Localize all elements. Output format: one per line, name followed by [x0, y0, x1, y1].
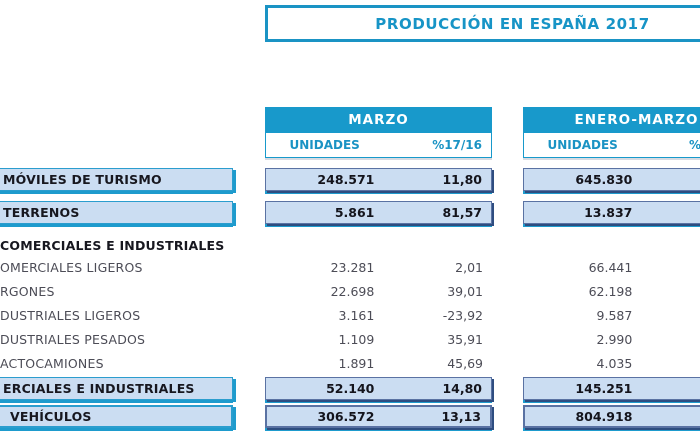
- enero-data-cell: 645.830: [523, 168, 700, 191]
- enero-units-value: 9.587: [596, 307, 633, 323]
- marzo-data-cell: 23.281 2,01: [265, 255, 492, 279]
- column-header-enero-marzo-label: ENERO-MARZO: [574, 111, 699, 128]
- row-label: RGONES: [0, 283, 55, 299]
- marzo-units-value: 5.861: [334, 205, 375, 220]
- row-label: MÓVILES DE TURISMO: [3, 172, 162, 187]
- marzo-pct-value: 35,91: [447, 331, 483, 347]
- marzo-data-cell: 1.891 45,69: [265, 351, 492, 375]
- report-title: PRODUCCIÓN EN ESPAÑA 2017: [375, 14, 650, 33]
- enero-units-value: 804.918: [575, 409, 633, 424]
- marzo-data-cell: 306.572 13,13: [265, 405, 492, 428]
- row-label: TERRENOS: [3, 205, 80, 220]
- row-label: OMERCIALES LIGEROS: [0, 259, 143, 275]
- row-label: DUSTRIALES PESADOS: [0, 331, 146, 347]
- enero-data-cell: 13.837: [523, 201, 700, 224]
- enero-data-cell: 804.918: [523, 405, 700, 428]
- subheader-marzo-units: UNIDADES: [289, 138, 360, 152]
- marzo-pct-value: 39,01: [447, 283, 483, 299]
- marzo-units-value: 52.140: [326, 381, 375, 396]
- table-row-tractocamiones: ACTOCAMIONES 1.891 45,69 4.035: [0, 351, 700, 375]
- subheader-enero-marzo: UNIDADES %: [523, 132, 700, 158]
- marzo-units-value: 3.161: [338, 307, 375, 323]
- marzo-data-cell: 3.161 -23,92: [265, 303, 492, 327]
- marzo-pct-value: 2,01: [455, 259, 483, 275]
- table-row-furgones: RGONES 22.698 39,01 62.198: [0, 279, 700, 303]
- section-header-label: COMERCIALES E INDUSTRIALES: [0, 237, 225, 253]
- enero-units-value: 645.830: [575, 172, 633, 187]
- table-row-industriales-ligeros: DUSTRIALES LIGEROS 3.161 -23,92 9.587: [0, 303, 700, 327]
- marzo-data-cell: 22.698 39,01: [265, 279, 492, 303]
- enero-units-value: 13.837: [584, 205, 633, 220]
- table-row-total-comerciales: ERCIALES E INDUSTRIALES 52.140 14,80 145…: [0, 377, 700, 400]
- marzo-units-value: 248.571: [317, 172, 375, 187]
- enero-units-value: 66.441: [588, 259, 633, 275]
- row-label: ERCIALES E INDUSTRIALES: [3, 381, 195, 396]
- marzo-units-value: 306.572: [317, 409, 375, 424]
- enero-data-cell: 4.035: [523, 351, 700, 375]
- marzo-pct-value: 13,13: [441, 409, 481, 424]
- marzo-data-cell: 5.861 81,57: [265, 201, 492, 224]
- row-label: ACTOCAMIONES: [0, 355, 104, 371]
- row-label: DUSTRIALES LIGEROS: [0, 307, 141, 323]
- enero-data-cell: 66.441: [523, 255, 700, 279]
- enero-units-value: 4.035: [596, 355, 633, 371]
- marzo-pct-value: 45,69: [447, 355, 483, 371]
- subheader-enero-units: UNIDADES: [547, 138, 618, 152]
- subheader-enero-pct-partial: %: [689, 138, 700, 152]
- table-row-terrenos: TERRENOS 5.861 81,57 13.837: [0, 201, 700, 224]
- marzo-data-cell: 248.571 11,80: [265, 168, 492, 191]
- marzo-data-cell: 1.109 35,91: [265, 327, 492, 351]
- marzo-data-cell: 52.140 14,80: [265, 377, 492, 400]
- marzo-units-value: 22.698: [330, 283, 375, 299]
- enero-units-value: 145.251: [575, 381, 633, 396]
- enero-data-cell: 2.990: [523, 327, 700, 351]
- marzo-pct-value: 14,80: [442, 381, 482, 396]
- subheader-marzo-pct: %17/16: [432, 138, 482, 152]
- marzo-units-value: 1.109: [338, 331, 375, 347]
- table-row-comerciales-ligeros: OMERCIALES LIGEROS 23.281 2,01 66.441: [0, 255, 700, 279]
- enero-data-cell: 9.587: [523, 303, 700, 327]
- row-label-box: TERRENOS: [0, 201, 233, 224]
- row-label-box: ERCIALES E INDUSTRIALES: [0, 377, 233, 400]
- report-title-box: PRODUCCIÓN EN ESPAÑA 2017: [265, 5, 700, 42]
- column-header-enero-marzo: ENERO-MARZO: [523, 107, 700, 132]
- section-header-row: COMERCIALES E INDUSTRIALES: [0, 237, 700, 253]
- row-label: VEHÍCULOS: [10, 409, 92, 424]
- enero-data-cell: 62.198: [523, 279, 700, 303]
- enero-units-value: 2.990: [596, 331, 633, 347]
- subheader-marzo: UNIDADES %17/16: [265, 132, 492, 158]
- marzo-pct-value: 11,80: [442, 172, 482, 187]
- marzo-pct-value: 81,57: [442, 205, 482, 220]
- marzo-units-value: 23.281: [330, 259, 375, 275]
- row-label-box: MÓVILES DE TURISMO: [0, 168, 233, 191]
- column-header-marzo: MARZO: [265, 107, 492, 132]
- row-label-box: VEHÍCULOS: [0, 405, 233, 428]
- column-header-marzo-label: MARZO: [348, 111, 409, 128]
- table-row-industriales-pesados: DUSTRIALES PESADOS 1.109 35,91 2.990: [0, 327, 700, 351]
- enero-units-value: 62.198: [588, 283, 633, 299]
- enero-data-cell: 145.251: [523, 377, 700, 400]
- marzo-units-value: 1.891: [338, 355, 375, 371]
- table-row-total-vehiculos: VEHÍCULOS 306.572 13,13 804.918: [0, 405, 700, 428]
- marzo-pct-value: -23,92: [442, 307, 483, 323]
- table-row-turismo: MÓVILES DE TURISMO 248.571 11,80 645.830: [0, 168, 700, 191]
